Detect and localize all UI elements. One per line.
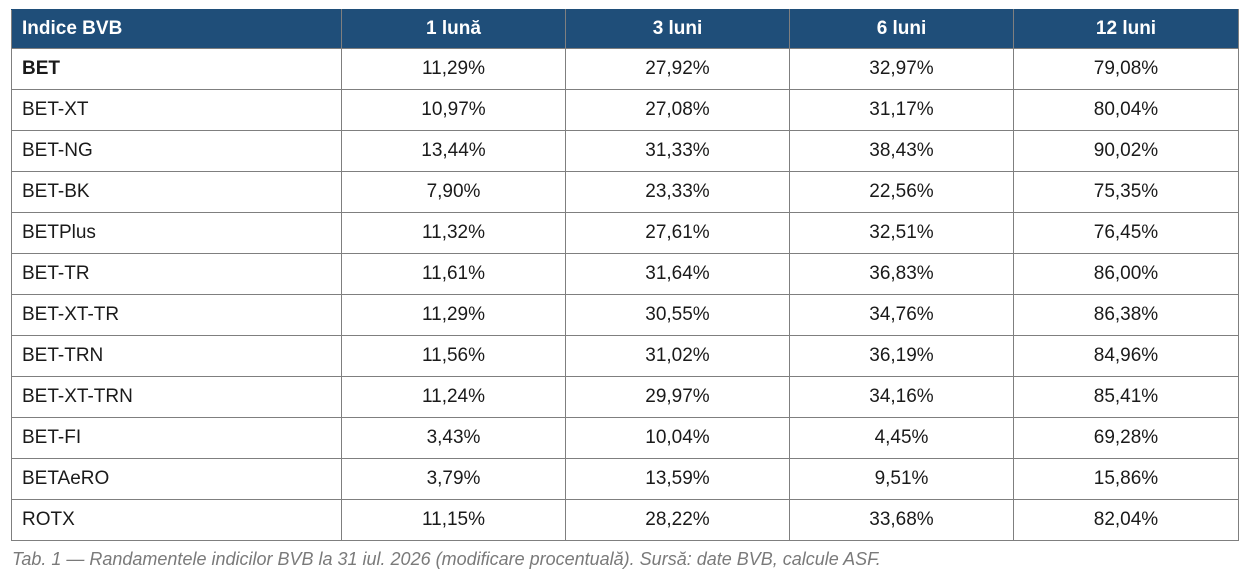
cell-3-months: 28,22% — [565, 499, 790, 541]
cell-12-months: 86,38% — [1013, 294, 1239, 336]
cell-index-name: BET — [11, 48, 342, 90]
table-row: BET-XT 10,97% 27,08% 31,17% 80,04% — [11, 89, 1239, 131]
cell-12-months: 76,45% — [1013, 212, 1239, 254]
cell-3-months: 27,92% — [565, 48, 790, 90]
cell-12-months: 75,35% — [1013, 171, 1239, 213]
cell-index-name: BETPlus — [11, 212, 342, 254]
cell-index-name: BET-XT-TRN — [11, 376, 342, 418]
table-row: BET-XT-TR 11,29% 30,55% 34,76% 86,38% — [11, 294, 1239, 336]
cell-1-month: 13,44% — [341, 130, 566, 172]
cell-index-name: BET-XT-TR — [11, 294, 342, 336]
table-header: Indice BVB 1 lună 3 luni 6 luni 12 luni — [11, 9, 1239, 49]
cell-index-name: BET-BK — [11, 171, 342, 213]
cell-index-name: BET-NG — [11, 130, 342, 172]
cell-1-month: 10,97% — [341, 89, 566, 131]
cell-3-months: 31,02% — [565, 335, 790, 377]
cell-6-months: 4,45% — [789, 417, 1014, 459]
table-caption: Tab. 1 — Randamentele indicilor BVB la 3… — [12, 549, 881, 569]
cell-12-months: 79,08% — [1013, 48, 1239, 90]
cell-1-month: 3,79% — [341, 458, 566, 500]
table-row: BETPlus 11,32% 27,61% 32,51% 76,45% — [11, 212, 1239, 254]
table-row: BET-FI 3,43% 10,04% 4,45% 69,28% — [11, 417, 1239, 459]
cell-index-name: BET-TRN — [11, 335, 342, 377]
bvb-returns-table: Indice BVB 1 lună 3 luni 6 luni 12 luni … — [11, 9, 1239, 541]
cell-6-months: 9,51% — [789, 458, 1014, 500]
header-3-months: 3 luni — [565, 9, 790, 49]
cell-6-months: 36,19% — [789, 335, 1014, 377]
cell-index-name: BETAeRO — [11, 458, 342, 500]
table-row: BET-BK 7,90% 23,33% 22,56% 75,35% — [11, 171, 1239, 213]
cell-1-month: 11,32% — [341, 212, 566, 254]
cell-6-months: 36,83% — [789, 253, 1014, 295]
cell-12-months: 80,04% — [1013, 89, 1239, 131]
cell-3-months: 29,97% — [565, 376, 790, 418]
table-row: BET 11,29% 27,92% 32,97% 79,08% — [11, 48, 1239, 90]
header-6-months: 6 luni — [789, 9, 1014, 49]
cell-3-months: 27,61% — [565, 212, 790, 254]
cell-6-months: 22,56% — [789, 171, 1014, 213]
cell-1-month: 11,61% — [341, 253, 566, 295]
cell-6-months: 32,51% — [789, 212, 1014, 254]
table-row: BETAeRO 3,79% 13,59% 9,51% 15,86% — [11, 458, 1239, 500]
table-row: ROTX 11,15% 28,22% 33,68% 82,04% — [11, 499, 1239, 541]
cell-index-name: ROTX — [11, 499, 342, 541]
cell-3-months: 31,33% — [565, 130, 790, 172]
cell-12-months: 86,00% — [1013, 253, 1239, 295]
cell-1-month: 11,29% — [341, 48, 566, 90]
table-row: BET-TR 11,61% 31,64% 36,83% 86,00% — [11, 253, 1239, 295]
cell-index-name: BET-XT — [11, 89, 342, 131]
cell-index-name: BET-FI — [11, 417, 342, 459]
cell-12-months: 85,41% — [1013, 376, 1239, 418]
cell-12-months: 84,96% — [1013, 335, 1239, 377]
header-12-months: 12 luni — [1013, 9, 1239, 49]
cell-1-month: 7,90% — [341, 171, 566, 213]
header-index: Indice BVB — [11, 9, 342, 49]
cell-index-name: BET-TR — [11, 253, 342, 295]
cell-12-months: 82,04% — [1013, 499, 1239, 541]
cell-12-months: 69,28% — [1013, 417, 1239, 459]
cell-3-months: 27,08% — [565, 89, 790, 131]
header-row: Indice BVB 1 lună 3 luni 6 luni 12 luni — [11, 9, 1239, 49]
cell-1-month: 11,56% — [341, 335, 566, 377]
cell-6-months: 38,43% — [789, 130, 1014, 172]
cell-12-months: 90,02% — [1013, 130, 1239, 172]
cell-1-month: 11,24% — [341, 376, 566, 418]
cell-6-months: 31,17% — [789, 89, 1014, 131]
cell-3-months: 10,04% — [565, 417, 790, 459]
header-1-month: 1 lună — [341, 9, 566, 49]
table-body: BET 11,29% 27,92% 32,97% 79,08% BET-XT 10,97% 2… — [11, 48, 1239, 541]
cell-12-months: 15,86% — [1013, 458, 1239, 500]
cell-6-months: 34,16% — [789, 376, 1014, 418]
cell-3-months: 23,33% — [565, 171, 790, 213]
cell-3-months: 30,55% — [565, 294, 790, 336]
cell-3-months: 31,64% — [565, 253, 790, 295]
cell-1-month: 3,43% — [341, 417, 566, 459]
cell-1-month: 11,15% — [341, 499, 566, 541]
cell-1-month: 11,29% — [341, 294, 566, 336]
cell-6-months: 34,76% — [789, 294, 1014, 336]
cell-6-months: 32,97% — [789, 48, 1014, 90]
table-row: BET-TRN 11,56% 31,02% 36,19% 84,96% — [11, 335, 1239, 377]
table-row: BET-XT-TRN 11,24% 29,97% 34,16% 85,41% — [11, 376, 1239, 418]
cell-3-months: 13,59% — [565, 458, 790, 500]
table-row: BET-NG 13,44% 31,33% 38,43% 90,02% — [11, 130, 1239, 172]
cell-6-months: 33,68% — [789, 499, 1014, 541]
